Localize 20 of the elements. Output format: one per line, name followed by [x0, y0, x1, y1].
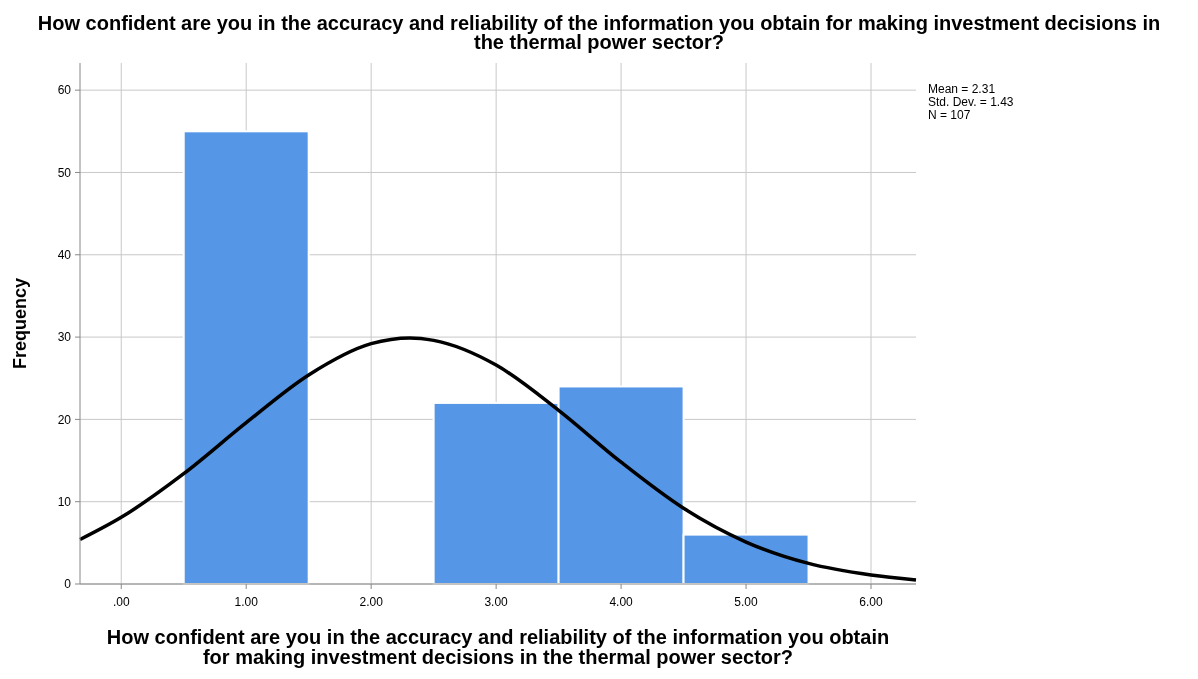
x-tick-label: 6.00 — [859, 595, 884, 609]
y-tick-label: 60 — [57, 83, 72, 98]
y-tick-label: 30 — [57, 330, 72, 345]
x-tick-label: .00 — [112, 595, 130, 609]
chart-title: How confident are you in the accuracy and reliability of the information you obtain for making investment decisions in the thermal power sector? — [37, 12, 1161, 53]
y-tick-label: 10 — [57, 494, 72, 509]
x-tick-label: 2.00 — [359, 595, 384, 609]
y-tick-label: 0 — [64, 577, 72, 592]
x-tick-label: 1.00 — [234, 595, 259, 609]
x-axis-title: How confident are you in the accuracy and reliability of the information you obtain for making investment decisions in the thermal power sector? — [106, 626, 890, 668]
y-tick-label: 50 — [57, 165, 72, 180]
x-tick-label: 4.00 — [609, 595, 634, 609]
y-tick-label: 40 — [57, 247, 72, 262]
text: N = 107 — [928, 108, 971, 122]
text: Mean = 2.31 — [928, 82, 996, 96]
text: Std. Dev. = 1.43 — [928, 95, 1014, 109]
y-axis-title: Frequency — [10, 277, 30, 370]
x-tick-label: 3.00 — [484, 595, 509, 609]
y-tick-label: 20 — [57, 412, 72, 427]
x-tick-label: 5.00 — [734, 595, 759, 609]
